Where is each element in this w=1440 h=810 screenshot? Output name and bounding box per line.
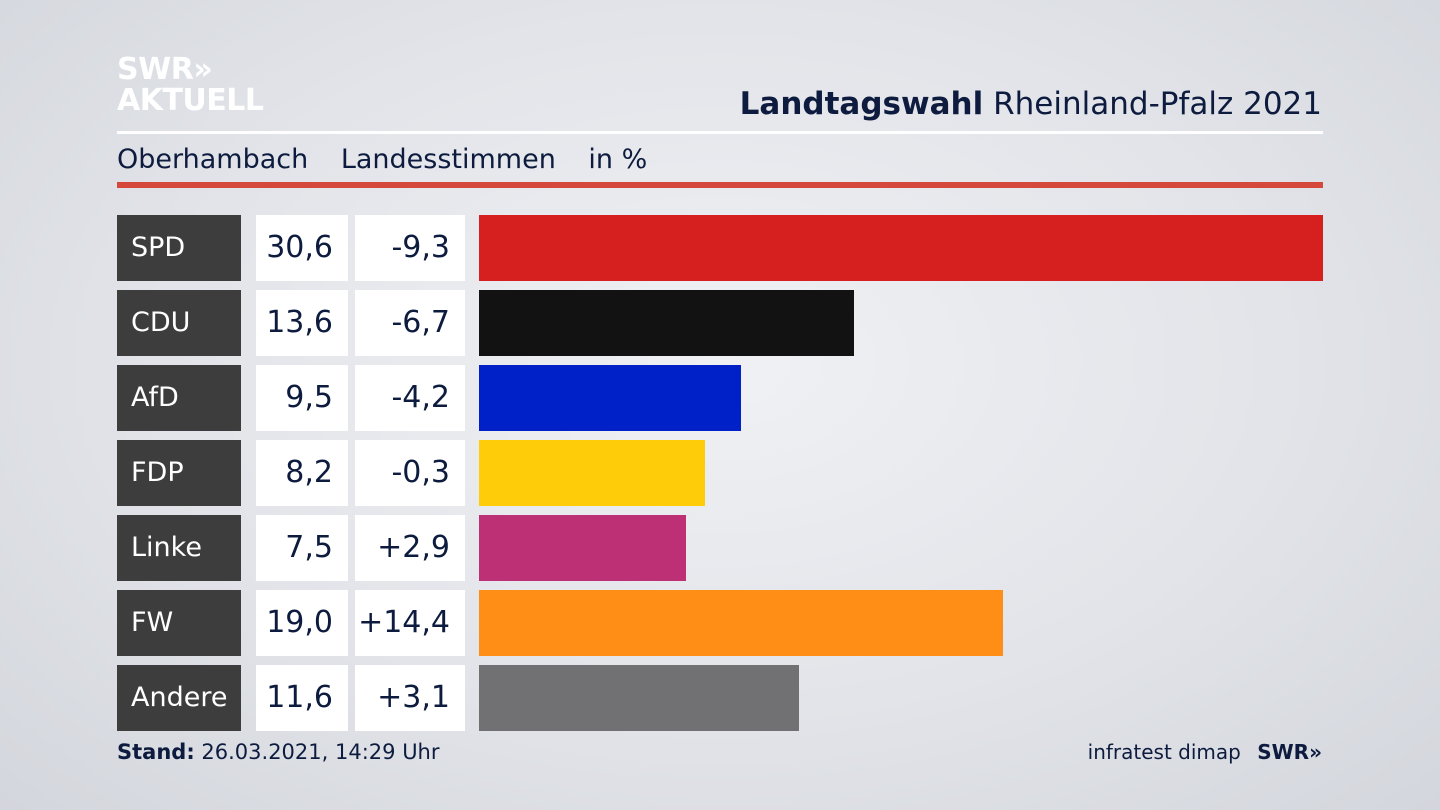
bar — [479, 515, 686, 581]
chart-title: Landtagswahl Rheinland-Pfalz 2021 — [740, 86, 1322, 122]
change-label: -6,7 — [355, 290, 465, 356]
party-label: FW — [117, 590, 241, 656]
change-label: -4,2 — [355, 365, 465, 431]
change-label: -0,3 — [355, 440, 465, 506]
change-label: +14,4 — [355, 590, 465, 656]
subtitle-unit: in % — [588, 144, 648, 175]
value-label: 9,5 — [256, 365, 348, 431]
change-label: +2,9 — [355, 515, 465, 581]
value-label: 30,6 — [256, 215, 348, 281]
party-label: CDU — [117, 290, 241, 356]
chart-subtitle: Oberhambach Landesstimmen in % — [117, 144, 671, 175]
bar-row-fdp: FDP 8,2 -0,3 — [117, 440, 1323, 506]
swr-aktuell-logo: SWR» AKTUELL — [117, 54, 264, 116]
bar — [479, 290, 854, 356]
bar — [479, 365, 741, 431]
swr-brand: SWR» — [1257, 740, 1322, 764]
value-label: 11,6 — [256, 665, 348, 731]
bar — [479, 215, 1323, 281]
value-label: 7,5 — [256, 515, 348, 581]
stand-label: Stand: — [117, 740, 195, 764]
bar — [479, 440, 705, 506]
value-label: 13,6 — [256, 290, 348, 356]
title-rest: Rheinland-Pfalz 2021 — [993, 86, 1322, 122]
stand-value: 26.03.2021, 14:29 Uhr — [201, 740, 440, 764]
party-label: SPD — [117, 215, 241, 281]
subtitle-place: Oberhambach — [117, 144, 309, 175]
bar-row-spd: SPD 30,6 -9,3 — [117, 215, 1323, 281]
change-label: +3,1 — [355, 665, 465, 731]
bar-row-andere: Andere 11,6 +3,1 — [117, 665, 1323, 731]
party-label: FDP — [117, 440, 241, 506]
source-credit: infratest dimap SWR» — [1088, 740, 1322, 764]
party-label: Linke — [117, 515, 241, 581]
header-divider — [117, 131, 1323, 134]
source-name: infratest dimap — [1087, 740, 1241, 764]
title-bold: Landtagswahl — [739, 86, 984, 122]
bar-row-linke: Linke 7,5 +2,9 — [117, 515, 1323, 581]
timestamp: Stand: 26.03.2021, 14:29 Uhr — [117, 740, 440, 764]
value-label: 19,0 — [256, 590, 348, 656]
party-label: AfD — [117, 365, 241, 431]
change-label: -9,3 — [355, 215, 465, 281]
bar-row-afd: AfD 9,5 -4,2 — [117, 365, 1323, 431]
logo-aktuell-text: AKTUELL — [117, 83, 264, 118]
value-label: 8,2 — [256, 440, 348, 506]
logo-swr-text: SWR» — [117, 52, 213, 87]
subtitle-vote-type: Landesstimmen — [340, 144, 556, 175]
bar — [479, 590, 1003, 656]
accent-divider — [117, 182, 1323, 188]
bar-row-cdu: CDU 13,6 -6,7 — [117, 290, 1323, 356]
bar-row-fw: FW 19,0 +14,4 — [117, 590, 1323, 656]
party-label: Andere — [117, 665, 241, 731]
bar — [479, 665, 799, 731]
